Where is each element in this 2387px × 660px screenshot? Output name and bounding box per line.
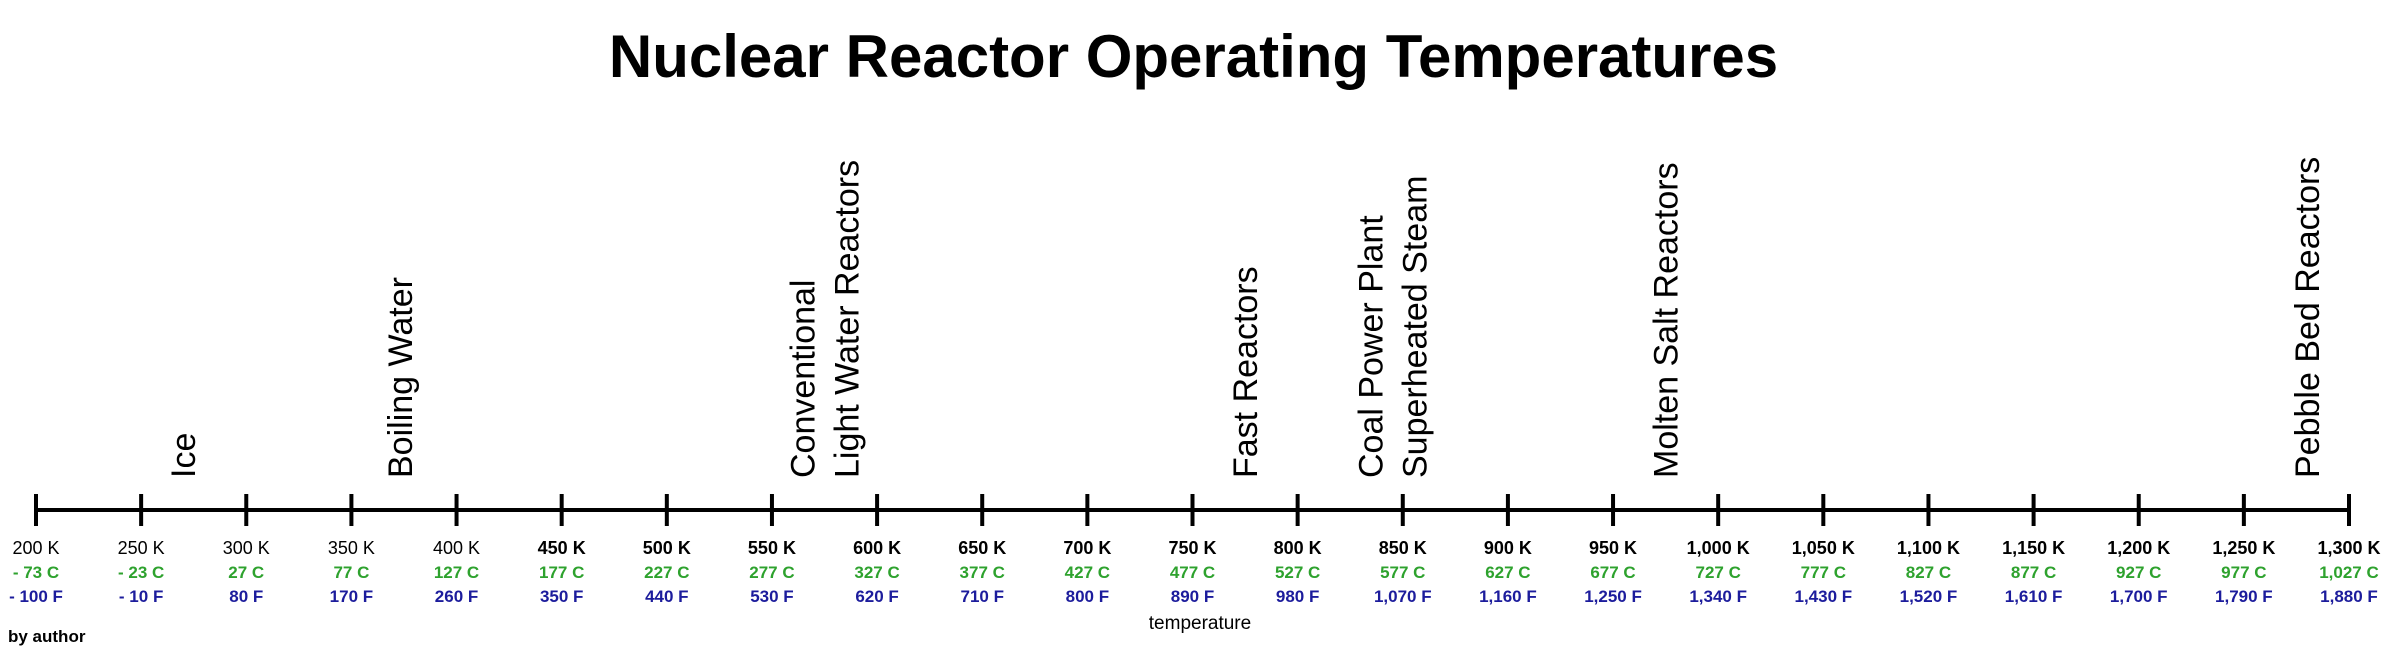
annotation-label: Fast Reactors	[1227, 266, 1265, 478]
annotation-label: Ice	[165, 433, 203, 478]
annotation-label: Superheated Steam	[1396, 176, 1434, 478]
tick-label-fahrenheit: 260 F	[435, 587, 478, 606]
credit-text: by author	[8, 627, 86, 646]
tick-label-kelvin: 650 K	[958, 538, 1006, 558]
annotation: Fast Reactors	[1227, 266, 1265, 478]
tick-label-fahrenheit: 530 F	[750, 587, 793, 606]
tick-label-celsius: 727 C	[1695, 563, 1740, 582]
tick-label-fahrenheit: 1,250 F	[1584, 587, 1642, 606]
tick-label-celsius: 77 C	[333, 563, 369, 582]
tick-label-celsius: 227 C	[644, 563, 689, 582]
tick-label-fahrenheit: 1,700 F	[2110, 587, 2168, 606]
annotation: Boiling Water	[382, 277, 420, 478]
tick-label-fahrenheit: 1,520 F	[1900, 587, 1958, 606]
annotation: Coal Power Plant Superheated Steam	[1352, 176, 1434, 478]
tick-label-fahrenheit: 890 F	[1171, 587, 1214, 606]
tick-label-kelvin: 350 K	[328, 538, 375, 558]
tick-label-fahrenheit: 710 F	[960, 587, 1003, 606]
tick-label-kelvin: 700 K	[1063, 538, 1111, 558]
tick-label-celsius: 527 C	[1275, 563, 1320, 582]
tick-label-fahrenheit: 620 F	[855, 587, 898, 606]
tick-label-fahrenheit: 1,880 F	[2320, 587, 2378, 606]
tick-label-kelvin: 300 K	[223, 538, 270, 558]
tick-label-kelvin: 200 K	[12, 538, 59, 558]
tick-label-fahrenheit: 1,160 F	[1479, 587, 1537, 606]
tick-label-fahrenheit: 800 F	[1066, 587, 1109, 606]
tick-label-fahrenheit: 170 F	[330, 587, 373, 606]
tick-label-fahrenheit: 80 F	[229, 587, 263, 606]
annotation-label: Molten Salt Reactors	[1648, 162, 1686, 478]
tick-label-kelvin: 500 K	[643, 538, 691, 558]
tick-label-fahrenheit: - 10 F	[119, 587, 163, 606]
tick-label-celsius: 1,027 C	[2319, 563, 2379, 582]
tick-label-kelvin: 750 K	[1168, 538, 1216, 558]
tick-label-kelvin: 1,200 K	[2107, 538, 2170, 558]
annotation-label: Pebble Bed Reactors	[2289, 157, 2327, 478]
annotation-label: Coal Power Plant	[1352, 215, 1390, 478]
tick-label-fahrenheit: - 100 F	[9, 587, 63, 606]
tick-label-fahrenheit: 980 F	[1276, 587, 1319, 606]
tick-label-celsius: 627 C	[1485, 563, 1530, 582]
tick-label-kelvin: 900 K	[1484, 538, 1532, 558]
annotation-label: Boiling Water	[382, 277, 420, 478]
tick-label-celsius: 927 C	[2116, 563, 2161, 582]
tick-label-fahrenheit: 1,070 F	[1374, 587, 1432, 606]
tick-label-kelvin: 600 K	[853, 538, 901, 558]
tick-label-celsius: 327 C	[854, 563, 899, 582]
annotation-label: Conventional	[785, 280, 823, 478]
tick-label-kelvin: 1,100 K	[1897, 538, 1960, 558]
tick-label-celsius: 877 C	[2011, 563, 2056, 582]
tick-label-kelvin: 1,300 K	[2317, 538, 2380, 558]
tick-label-celsius: 577 C	[1380, 563, 1425, 582]
tick-label-celsius: 277 C	[749, 563, 794, 582]
tick-label-celsius: 427 C	[1065, 563, 1110, 582]
tick-label-fahrenheit: 1,790 F	[2215, 587, 2273, 606]
tick-label-fahrenheit: 1,340 F	[1689, 587, 1747, 606]
annotation: Ice	[165, 433, 203, 478]
tick-label-fahrenheit: 350 F	[540, 587, 583, 606]
tick-label-kelvin: 800 K	[1274, 538, 1322, 558]
tick-label-fahrenheit: 440 F	[645, 587, 688, 606]
tick-label-celsius: 827 C	[1906, 563, 1951, 582]
tick-label-celsius: 127 C	[434, 563, 479, 582]
tick-label-kelvin: 950 K	[1589, 538, 1637, 558]
annotation: Molten Salt Reactors	[1648, 162, 1686, 478]
tick-label-kelvin: 1,000 K	[1687, 538, 1750, 558]
annotation: Pebble Bed Reactors	[2289, 157, 2327, 478]
tick-label-celsius: 677 C	[1590, 563, 1635, 582]
tick-label-kelvin: 550 K	[748, 538, 796, 558]
tick-label-kelvin: 1,150 K	[2002, 538, 2065, 558]
tick-label-celsius: - 73 C	[13, 563, 59, 582]
tick-label-kelvin: 250 K	[118, 538, 165, 558]
annotation-label: Light Water Reactors	[829, 160, 867, 478]
tick-label-kelvin: 450 K	[538, 538, 586, 558]
tick-label-celsius: 477 C	[1170, 563, 1215, 582]
tick-label-kelvin: 850 K	[1379, 538, 1427, 558]
tick-label-celsius: 377 C	[960, 563, 1005, 582]
tick-label-kelvin: 1,050 K	[1792, 538, 1855, 558]
tick-label-celsius: 177 C	[539, 563, 584, 582]
tick-label-celsius: 977 C	[2221, 563, 2266, 582]
tick-label-celsius: 27 C	[228, 563, 264, 582]
chart-title: Nuclear Reactor Operating Temperatures	[608, 23, 1779, 90]
annotations-layer: Ice Boiling Water Conventional Light Water …	[165, 157, 2327, 478]
x-axis-label: temperature	[1148, 613, 1252, 634]
tick-label-fahrenheit: 1,430 F	[1794, 587, 1852, 606]
annotation: Conventional Light Water Reactors	[785, 160, 867, 478]
tick-label-celsius: 777 C	[1801, 563, 1846, 582]
tick-label-celsius: - 23 C	[118, 563, 164, 582]
tick-label-fahrenheit: 1,610 F	[2005, 587, 2063, 606]
tick-label-kelvin: 400 K	[433, 538, 480, 558]
ticks-layer: 200 K - 73 C - 100 F 250 K - 23 C - 10 F 300 K…	[9, 494, 2381, 606]
tick-label-kelvin: 1,250 K	[2212, 538, 2275, 558]
